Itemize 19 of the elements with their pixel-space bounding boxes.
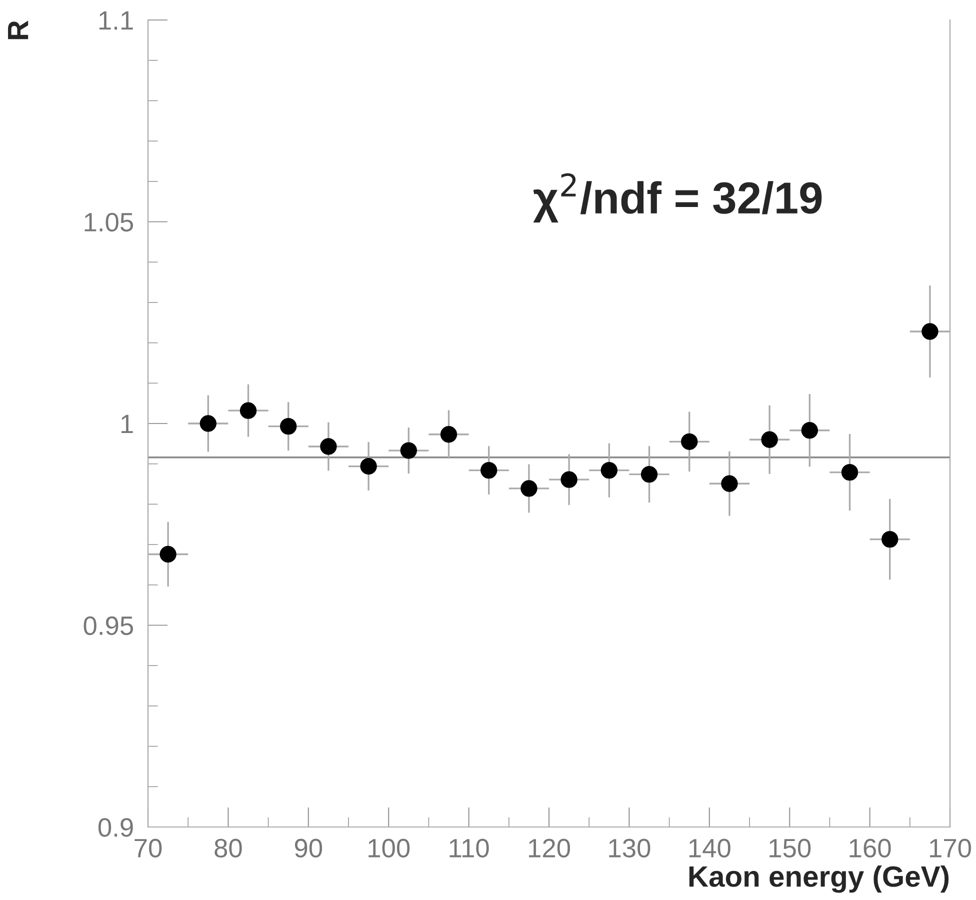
- x-axis-title: Kaon energy (GeV): [689, 865, 949, 893]
- y-tick-label: 1: [121, 414, 133, 434]
- x-tick-label: 170: [930, 838, 971, 858]
- y-axis-title: R: [8, 20, 28, 40]
- x-tick-label: 130: [609, 838, 650, 858]
- annotation: χ$^{2}$/ndf = 32/19: [533, 173, 822, 223]
- y-tick-label: 1.05: [84, 212, 134, 232]
- x-tick-label: 160: [850, 838, 891, 858]
- x-tick-label: 110: [450, 838, 489, 858]
- y-tick-label: 0.95: [84, 616, 134, 636]
- x-tick-label: 120: [529, 838, 570, 858]
- x-tick-label: 150: [770, 838, 811, 858]
- x-tick-label: 70: [134, 838, 162, 858]
- x-tick-label: 100: [368, 838, 410, 858]
- x-tick-label: 140: [689, 838, 730, 858]
- x-tick-label: 80: [214, 838, 242, 858]
- y-tick-label: 0.9: [98, 818, 133, 837]
- y-tick-label: 1.1: [99, 11, 133, 30]
- x-tick-label: 90: [294, 838, 322, 858]
